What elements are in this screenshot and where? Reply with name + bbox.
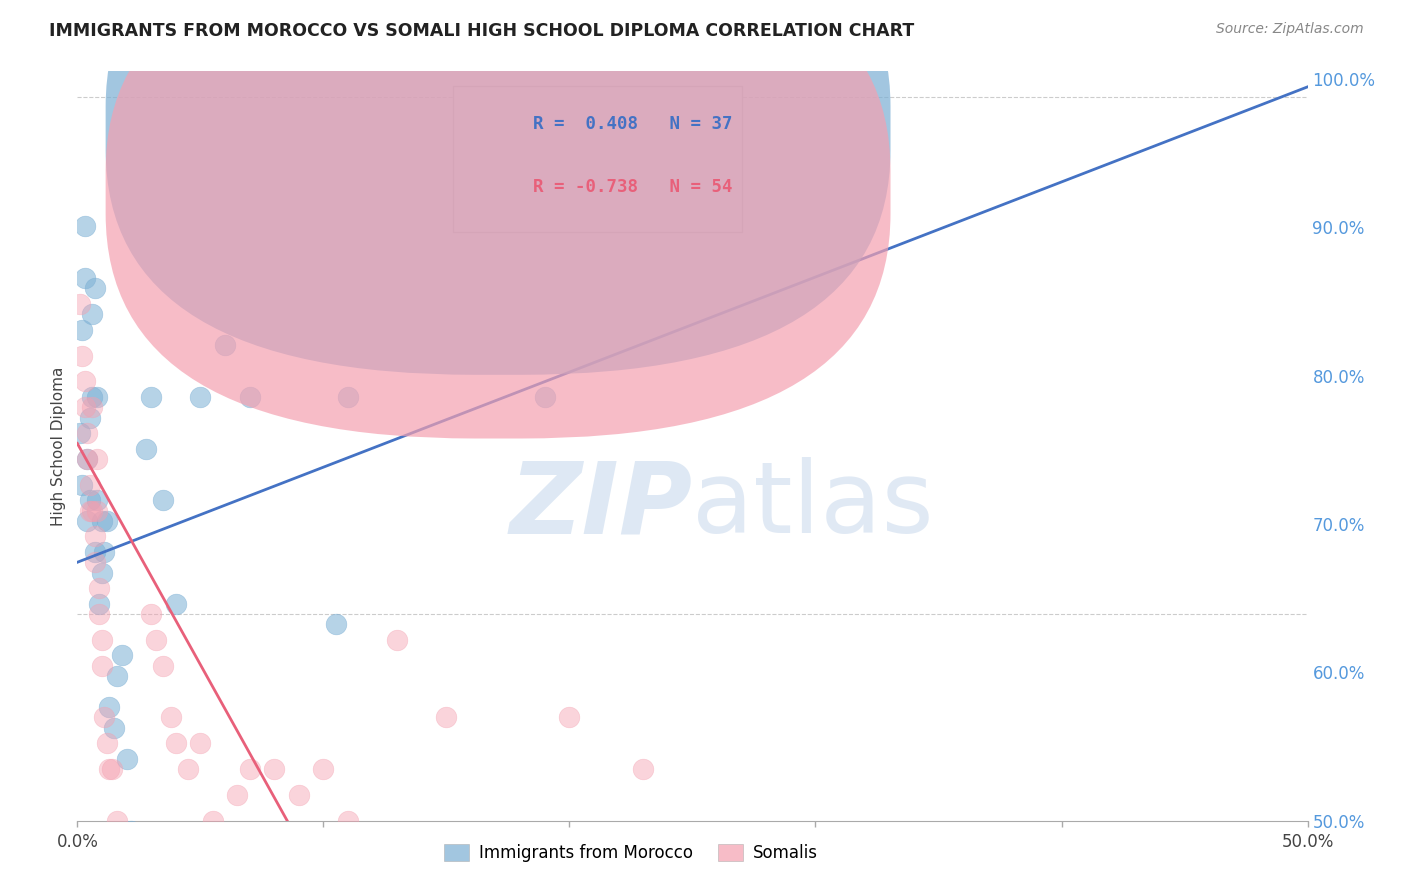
Text: Source: ZipAtlas.com: Source: ZipAtlas.com [1216, 22, 1364, 37]
Point [70, 323, 93, 337]
Point [201, 814, 224, 828]
Point [152, 658, 174, 673]
Point [93, 545, 115, 559]
Point [165, 597, 187, 611]
Point [115, 751, 138, 765]
Point [96, 736, 118, 750]
Point [82, 503, 104, 517]
Point [89, 597, 111, 611]
Point [152, 493, 174, 508]
Point [76, 426, 98, 441]
Point [73, 219, 96, 234]
Point [226, 788, 249, 802]
Point [98, 700, 121, 714]
Point [141, 390, 163, 404]
Point [83, 555, 105, 569]
Point [79, 477, 101, 491]
Text: R = -0.738   N = 54: R = -0.738 N = 54 [533, 178, 733, 195]
Point [73, 271, 96, 285]
Point [385, 632, 409, 647]
FancyBboxPatch shape [105, 0, 890, 439]
Point [76, 514, 98, 528]
Point [76, 451, 98, 466]
Point [558, 710, 581, 724]
Point [83, 529, 105, 543]
Text: atlas: atlas [693, 458, 934, 555]
Point [96, 514, 118, 528]
Point [70, 349, 93, 363]
Point [141, 607, 163, 621]
Legend: Immigrants from Morocco, Somalis: Immigrants from Morocco, Somalis [437, 837, 824, 869]
Point [76, 451, 98, 466]
Point [69, 426, 91, 441]
Point [337, 814, 360, 828]
Point [188, 390, 212, 404]
Point [111, 648, 132, 663]
Point [337, 390, 360, 404]
Point [73, 375, 96, 389]
Point [83, 545, 105, 559]
Point [89, 581, 111, 595]
FancyBboxPatch shape [453, 87, 742, 233]
Point [86, 503, 108, 517]
Point [165, 736, 187, 750]
Point [101, 762, 124, 776]
Point [214, 338, 236, 352]
Point [70, 477, 93, 491]
Point [82, 390, 104, 404]
Y-axis label: High School Diploma: High School Diploma [51, 367, 66, 525]
Point [239, 762, 262, 776]
Point [312, 762, 335, 776]
Point [69, 297, 91, 311]
Point [73, 401, 96, 415]
Point [135, 442, 157, 456]
Point [86, 451, 108, 466]
Point [325, 617, 347, 632]
Point [177, 762, 200, 776]
Text: IMMIGRANTS FROM MOROCCO VS SOMALI HIGH SCHOOL DIPLOMA CORRELATION CHART: IMMIGRANTS FROM MOROCCO VS SOMALI HIGH S… [49, 22, 914, 40]
Point [288, 788, 311, 802]
Point [90, 632, 114, 647]
Point [86, 493, 108, 508]
Point [128, 876, 150, 890]
Point [83, 281, 105, 295]
Point [79, 503, 101, 517]
FancyBboxPatch shape [105, 0, 890, 375]
Point [105, 814, 128, 828]
Point [436, 710, 458, 724]
Text: R =  0.408   N = 37: R = 0.408 N = 37 [533, 115, 733, 133]
Point [121, 824, 143, 838]
Point [90, 566, 114, 580]
Point [160, 710, 183, 724]
Point [82, 401, 104, 415]
Point [90, 658, 114, 673]
Point [263, 762, 285, 776]
Point [188, 736, 212, 750]
Point [86, 390, 108, 404]
Point [79, 493, 101, 508]
Point [105, 669, 128, 683]
Point [89, 607, 111, 621]
Point [103, 839, 125, 854]
Point [79, 410, 101, 425]
Point [103, 721, 125, 735]
Point [633, 762, 655, 776]
Text: ZIP: ZIP [509, 458, 693, 555]
Point [239, 390, 262, 404]
Point [98, 762, 121, 776]
Point [93, 710, 115, 724]
Point [214, 839, 236, 854]
Point [145, 632, 167, 647]
Point [534, 390, 557, 404]
Point [82, 307, 104, 321]
Point [90, 514, 114, 528]
